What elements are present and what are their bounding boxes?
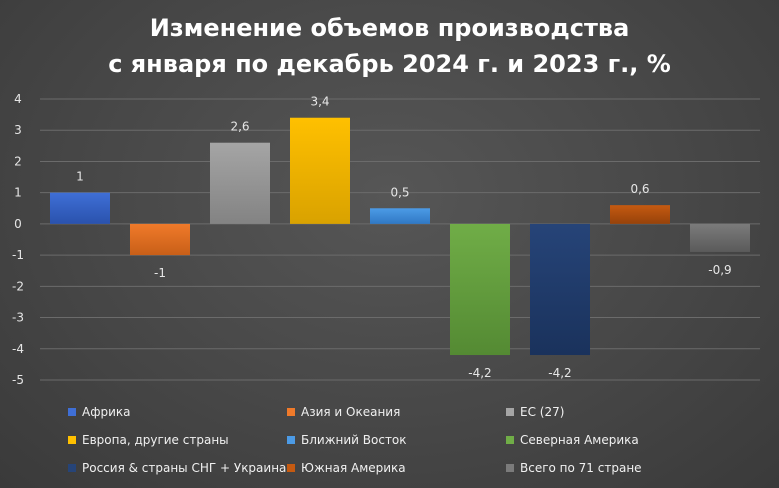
bar-2 (210, 142, 270, 224)
legend-item-5: Северная Америка (506, 431, 639, 449)
legend-item-2: ЕС (27) (506, 403, 564, 421)
data-label-8: -0,9 (708, 263, 731, 277)
bar-3 (290, 117, 350, 224)
bar-6 (530, 223, 590, 356)
bar-8 (690, 223, 750, 252)
legend-label: Азия и Океания (301, 405, 401, 419)
legend-label: Всего по 71 стране (520, 461, 642, 475)
legend-label: Северная Америка (520, 433, 639, 447)
legend-swatch (287, 408, 295, 416)
legend-item-1: Азия и Океания (287, 403, 400, 421)
legend-item-4: Ближний Восток (287, 431, 407, 449)
legend-swatch (506, 408, 514, 416)
y-tick-label: 1 (14, 186, 22, 200)
legend-item-7: Южная Америка (287, 459, 406, 477)
chart-title-line-2: с января по декабрь 2024 г. и 2023 г., % (108, 50, 671, 78)
legend-label: Южная Америка (301, 461, 406, 475)
legend-swatch (287, 436, 295, 444)
y-tick-label: -5 (12, 373, 24, 387)
data-label-7: 0,6 (630, 182, 649, 196)
legend-item-3: Европа, другие страны (68, 431, 229, 449)
legend-item-0: Африка (68, 403, 131, 421)
chart-title-line-1: Изменение объемов производства (149, 14, 630, 42)
data-label-2: 2,6 (230, 120, 249, 134)
legend-label: Россия & страны СНГ + Украина (82, 461, 287, 475)
legend-swatch (506, 436, 514, 444)
legend-label: Европа, другие страны (82, 433, 229, 447)
bar-5 (450, 223, 510, 356)
bar-7 (610, 205, 670, 224)
data-label-4: 0,5 (390, 185, 409, 199)
y-tick-label: 3 (14, 123, 22, 137)
y-tick-label: 2 (14, 154, 22, 168)
data-label-3: 3,4 (310, 95, 329, 109)
y-tick-label: -4 (12, 342, 24, 356)
y-tick-label: -3 (12, 311, 24, 325)
y-tick-label: -1 (12, 248, 24, 262)
legend-swatch (287, 464, 295, 472)
y-tick-label: -2 (12, 279, 24, 293)
legend-swatch (68, 408, 76, 416)
bar-4 (370, 208, 430, 224)
y-tick-label: 0 (14, 217, 22, 231)
legend-swatch (68, 464, 76, 472)
data-label-6: -4,2 (548, 366, 571, 380)
legend-item-8: Всего по 71 стране (506, 459, 642, 477)
legend-item-6: Россия & страны СНГ + Украина (68, 459, 286, 477)
legend-swatch (68, 436, 76, 444)
legend-label: Ближний Восток (301, 433, 407, 447)
legend-swatch (506, 464, 514, 472)
bar-0 (50, 192, 110, 224)
data-label-5: -4,2 (468, 366, 491, 380)
data-label-0: 1 (76, 170, 84, 184)
y-tick-label: 4 (14, 92, 22, 106)
legend-label: Африка (82, 405, 131, 419)
data-label-1: -1 (154, 266, 166, 280)
bar-1 (130, 223, 190, 256)
legend-label: ЕС (27) (520, 405, 565, 419)
